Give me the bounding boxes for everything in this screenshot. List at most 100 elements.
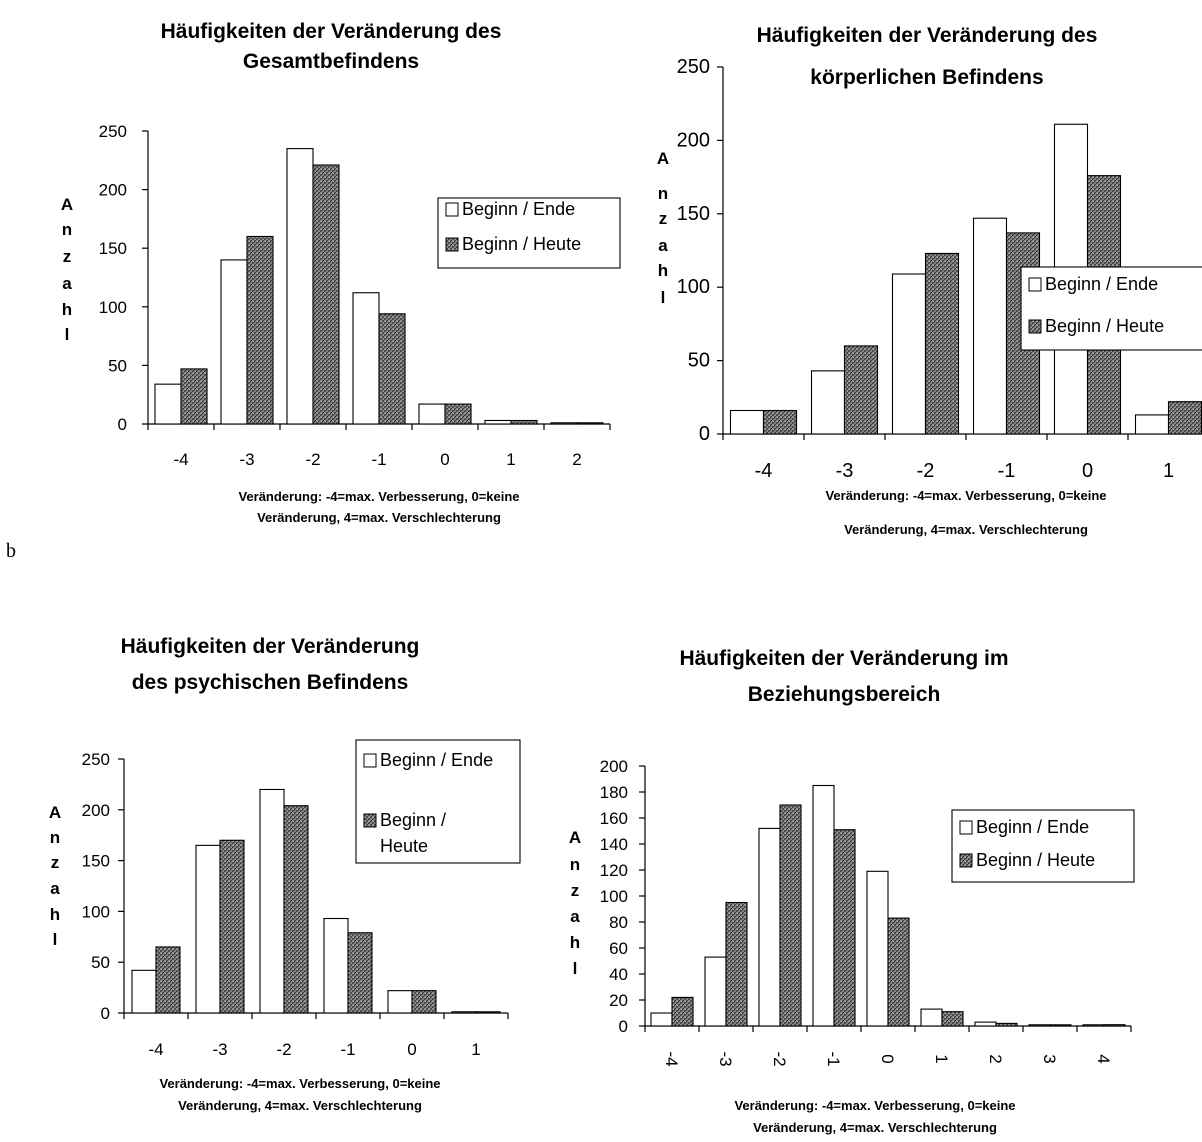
legend-label: Beginn / Ende: [1045, 274, 1158, 294]
y-tick-label: 160: [600, 809, 628, 828]
bar-beginn-heute: [283, 805, 309, 1014]
y-tick-label: 80: [609, 913, 628, 932]
y-axis-label-letter: A: [49, 803, 61, 822]
bar-beginn-ende: [323, 917, 349, 1014]
x-tick-label: 1: [932, 1054, 951, 1063]
legend-label: Heute: [380, 836, 428, 856]
bar-beginn-heute: [1167, 401, 1202, 435]
y-tick-label: 120: [600, 861, 628, 880]
bar-beginn-heute: [725, 901, 748, 1027]
bar-beginn-heute: [833, 829, 856, 1027]
bar-beginn-ende: [810, 370, 846, 435]
legend-box: [355, 739, 521, 864]
bar-beginn-ende: [812, 784, 835, 1027]
x-tick-label: -1: [371, 450, 386, 469]
bar-beginn-ende: [154, 383, 182, 425]
legend-swatch-beginn-heute: [445, 237, 459, 252]
bar-beginn-heute: [180, 368, 208, 425]
x-tick-label: -1: [824, 1051, 843, 1066]
bar-beginn-heute: [246, 235, 274, 425]
bar-beginn-ende: [1082, 1024, 1105, 1027]
bar-beginn-heute: [576, 422, 604, 425]
bar-beginn-heute: [155, 946, 181, 1014]
x-tick-label: -4: [662, 1051, 681, 1066]
bar-beginn-ende: [352, 292, 380, 425]
chart-title: Häufigkeiten der Veränderung des: [757, 24, 1098, 47]
y-tick-label: 100: [99, 298, 127, 317]
y-axis-label-letter: A: [657, 149, 669, 168]
y-axis-label-letter: z: [51, 853, 60, 872]
y-axis-label-letter: l: [65, 325, 70, 344]
x-tick-label: -2: [770, 1051, 789, 1066]
y-tick-label: 40: [609, 965, 628, 984]
bar-beginn-heute: [1049, 1024, 1072, 1027]
y-tick-label: 200: [99, 181, 127, 200]
x-tick-label: 1: [471, 1040, 480, 1059]
x-tick-label: -2: [276, 1040, 291, 1059]
bar-beginn-ende: [1134, 414, 1170, 435]
bar-beginn-heute: [762, 409, 798, 435]
bar-beginn-ende: [550, 422, 578, 425]
y-tick-label: 0: [118, 415, 127, 434]
x-axis-label: Veränderung, 4=max. Verschlechterung: [753, 1120, 997, 1135]
y-axis-label-letter: h: [570, 933, 580, 952]
chart-title: Häufigkeiten der Veränderung: [121, 635, 420, 658]
x-tick-label: 0: [878, 1054, 897, 1063]
bar-beginn-heute: [378, 313, 406, 425]
chart-1: Häufigkeiten der Veränderung des Gesamtbe…: [61, 20, 621, 525]
x-axis-label: Veränderung, 4=max. Verschlechterung: [257, 510, 501, 525]
legend-box: [951, 809, 1135, 883]
x-axis-label: Veränderung: -4=max. Verbesserung, 0=kei…: [238, 489, 519, 504]
chart-title: Häufigkeiten der Veränderung des: [161, 20, 502, 43]
legend-label: Beginn / Ende: [462, 199, 575, 219]
chart-title: körperlichen Befindens: [810, 66, 1043, 89]
bar-beginn-ende: [484, 419, 512, 425]
x-tick-label: -1: [340, 1040, 355, 1059]
x-tick-label: 0: [407, 1040, 416, 1059]
y-tick-label: 250: [677, 56, 710, 78]
x-tick-label: 1: [506, 450, 515, 469]
y-axis-label-letter: n: [50, 828, 60, 847]
bar-beginn-ende: [704, 956, 727, 1027]
y-axis-label-letter: a: [62, 274, 72, 293]
legend-swatch-beginn-ende: [445, 202, 459, 217]
x-tick-label: -1: [998, 460, 1016, 482]
y-tick-label: 50: [91, 953, 110, 972]
bar-beginn-ende: [866, 870, 889, 1027]
y-tick-label: 60: [609, 939, 628, 958]
legend-label: Beginn / Ende: [380, 750, 493, 770]
chart-title: des psychischen Befindens: [132, 671, 409, 694]
bar-beginn-heute: [219, 839, 245, 1014]
legend-swatch-beginn-heute: [959, 853, 973, 868]
y-axis-label-letter: h: [50, 905, 60, 924]
x-tick-label: -4: [148, 1040, 163, 1059]
y-axis-label-letter: h: [62, 300, 72, 319]
bar-beginn-ende: [451, 1011, 477, 1014]
x-axis-label: Veränderung: -4=max. Verbesserung, 0=kei…: [825, 488, 1106, 503]
y-tick-label: 100: [677, 276, 710, 298]
y-tick-label: 200: [677, 129, 710, 151]
x-tick-label: -3: [212, 1040, 227, 1059]
y-axis-label-letter: l: [53, 930, 58, 949]
y-tick-label: 150: [677, 203, 710, 225]
y-axis-label-letter: a: [658, 236, 668, 255]
legend-swatch-beginn-ende: [1028, 277, 1042, 292]
bar-beginn-heute: [887, 917, 910, 1027]
x-tick-label: 0: [1082, 460, 1093, 482]
y-axis-label-letter: z: [659, 209, 668, 228]
y-axis-label-letter: h: [658, 261, 668, 280]
bar-beginn-heute: [444, 403, 472, 425]
y-tick-label: 50: [108, 356, 127, 375]
y-tick-label: 250: [82, 750, 110, 769]
chart-title: Gesamtbefindens: [243, 50, 419, 73]
chart-4: Häufigkeiten der Veränderung im Beziehung…: [569, 647, 1135, 1135]
legend-box: [1020, 266, 1202, 351]
x-tick-label: -3: [716, 1051, 735, 1066]
bar-beginn-ende: [131, 969, 157, 1014]
y-axis-label-letter: l: [573, 959, 578, 978]
x-tick-label: -4: [755, 460, 773, 482]
bar-beginn-heute: [671, 996, 694, 1027]
bar-beginn-heute: [1103, 1024, 1126, 1027]
bar-beginn-heute: [510, 419, 538, 425]
legend-label: Beginn / Heute: [976, 850, 1095, 870]
